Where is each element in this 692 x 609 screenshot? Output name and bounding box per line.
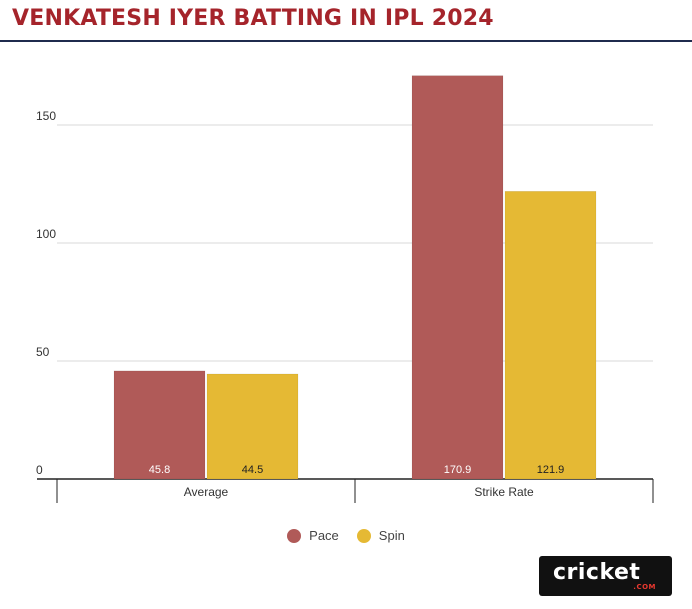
logo-subtext: .COM [633, 583, 656, 591]
legend-label-pace: Pace [309, 528, 339, 543]
legend-swatch-pace [287, 528, 302, 543]
chart-title: VENKATESH IYER BATTING IN IPL 2024 [12, 6, 494, 31]
x-category-label-strike-rate: Strike Rate [474, 485, 534, 499]
bar-pace-average [113, 370, 206, 480]
data-label-spin-strike-rate: 121.9 [537, 464, 565, 476]
legend: Pace Spin [0, 528, 692, 543]
title-divider [0, 40, 692, 42]
legend-label-spin: Spin [378, 528, 405, 543]
logo-text: cricket [553, 560, 641, 585]
legend-item-pace: Pace [287, 528, 339, 543]
legend-item-spin: Spin [356, 528, 405, 543]
data-label-spin-average: 44.5 [242, 464, 263, 476]
y-tick-label-100: 100 [36, 227, 56, 241]
bar-spin-average [206, 373, 299, 480]
y-tick-label-0: 0 [36, 463, 43, 477]
bar-chart: 0 50 100 150 45.8 44.5 Average 170.9 121.9Strike… [36, 75, 654, 503]
legend-swatch-spin [356, 528, 371, 543]
x-category-label-average: Average [184, 485, 229, 499]
data-label-pace-average: 45.8 [149, 464, 170, 476]
cricket-com-logo: cricket .COM [539, 556, 672, 596]
y-tick-label-50: 50 [36, 345, 50, 359]
y-tick-label-150: 150 [36, 109, 56, 123]
data-label-pace-strike-rate: 170.9 [444, 464, 472, 476]
bar-pace-strike-rate [411, 75, 504, 480]
bar-spin-strike-rate [504, 191, 597, 480]
